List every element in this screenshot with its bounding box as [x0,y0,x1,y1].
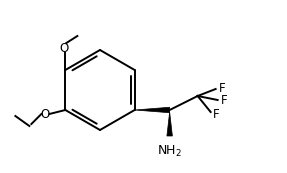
Text: O: O [60,42,69,54]
Text: F: F [221,93,227,107]
Polygon shape [167,112,172,136]
Polygon shape [135,107,170,113]
Text: F: F [213,107,219,121]
Text: O: O [41,107,50,121]
Text: F: F [219,81,225,94]
Text: NH$_2$: NH$_2$ [157,144,182,159]
